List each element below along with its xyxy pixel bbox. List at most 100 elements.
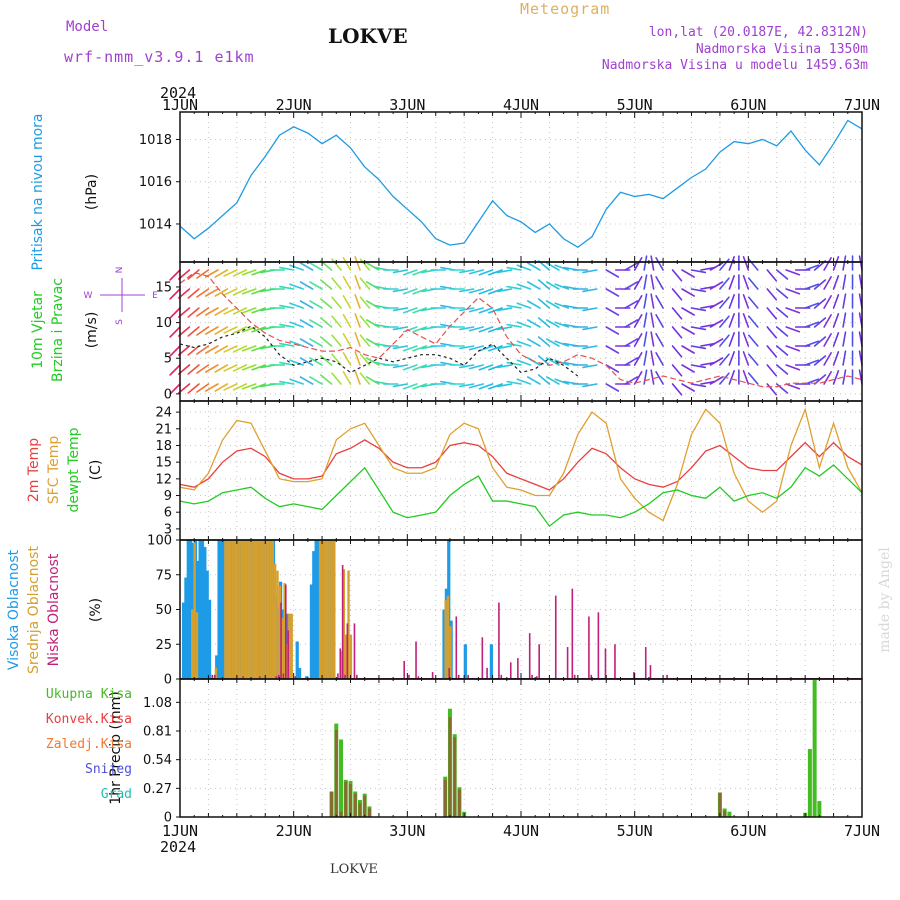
wind-arrow: [709, 300, 724, 309]
wind-arrow: [766, 364, 778, 377]
wind-arrow: [537, 298, 551, 309]
mid-cloud-bar: [281, 617, 284, 679]
wind-arrow: [785, 269, 801, 276]
wind-arrow: [289, 264, 304, 271]
x-tick-label-top: 2JUN: [276, 96, 312, 114]
x-tick-label-top: 4JUN: [503, 96, 539, 114]
wind-arrow: [813, 374, 827, 385]
wind-arrow: [832, 275, 840, 290]
wind-arrow: [402, 345, 418, 352]
wind-arrow: [766, 326, 778, 339]
wind-arrow: [196, 307, 210, 317]
mid-cloud-bar: [290, 613, 293, 679]
wind-arrow: [554, 264, 570, 271]
wind-arrow: [488, 326, 503, 333]
wind-arrow: [624, 357, 639, 366]
wind-arrow: [690, 383, 707, 388]
wind-arrow: [214, 383, 229, 392]
wind-arrow: [232, 288, 248, 296]
wind-arrow: [624, 338, 639, 347]
mid-cloud-bar: [214, 667, 218, 679]
convective-precip-bar: [349, 784, 352, 817]
sfc-temp-line: [179, 407, 863, 522]
wind-arrow: [496, 307, 513, 312]
wind-arrow: [842, 369, 847, 385]
temp-unit-label: (C): [88, 460, 104, 481]
wind-arrow: [289, 359, 304, 366]
wind-arrow: [488, 364, 503, 371]
wind-arrow: [537, 279, 551, 290]
mid-cloud-bar: [449, 626, 452, 679]
convective-precip-bar: [718, 792, 722, 817]
wind-arrow: [365, 376, 380, 385]
wind-arrow: [545, 338, 560, 347]
y-tick-label: 25: [155, 638, 172, 653]
wind-arrow: [365, 338, 380, 347]
wind-arrow: [605, 307, 620, 316]
wind-arrow: [320, 279, 333, 290]
wind-arrow: [187, 364, 200, 375]
wind-arrow: [690, 288, 707, 293]
wind-arrow: [582, 307, 598, 312]
y-tick-label: 5: [164, 352, 172, 367]
wind-arrow: [365, 281, 380, 290]
wind-arrow: [655, 295, 664, 309]
wind-arrow: [214, 269, 229, 278]
y-tick-label: 12: [155, 472, 172, 487]
wind-arrow: [354, 294, 361, 309]
wind-arrow: [671, 307, 683, 320]
mid-cloud-bar: [245, 540, 248, 679]
wind-arrow: [582, 383, 598, 388]
high-cloud-bar: [297, 667, 302, 679]
wind-arrow: [516, 302, 532, 309]
wind-arrow: [412, 307, 428, 314]
wind-arrow: [251, 364, 267, 371]
low-cloud-bar: [573, 674, 576, 679]
wind-arrow: [279, 380, 295, 385]
mid-cloud-bar: [195, 612, 199, 679]
wind-arrow: [342, 333, 352, 347]
mid-cloud-bar: [243, 540, 246, 679]
wind-arrow: [232, 383, 248, 391]
wind-arrow: [331, 334, 342, 347]
mid-cloud-bar: [191, 609, 194, 679]
wind-arrow: [823, 352, 832, 366]
wind-arrow: [785, 364, 801, 371]
wind-arrow: [354, 256, 361, 271]
low-cloud-bar: [538, 644, 540, 679]
wind-arrow: [516, 264, 532, 271]
wind-arrow: [468, 269, 484, 275]
wind-arrow: [775, 364, 789, 375]
low-cloud-bar: [258, 676, 261, 679]
wind-arrow: [813, 279, 827, 290]
wind-arrow: [468, 326, 484, 332]
total-precip-bar: [812, 680, 817, 817]
y-tick-label: 10: [155, 316, 172, 331]
wind-arrow: [468, 383, 484, 389]
wind-arrow: [681, 326, 695, 335]
wind-arrow: [742, 351, 750, 366]
wind-arrow: [169, 383, 181, 395]
wind-arrow: [728, 351, 735, 366]
year-label-top: 2024: [160, 84, 197, 102]
wind-arrow: [392, 345, 409, 350]
low-cloud-bar: [353, 623, 356, 679]
wind-arrow: [719, 258, 730, 271]
wind-arrow: [392, 269, 409, 274]
wind-arrow: [204, 288, 219, 297]
wind-arrow: [643, 369, 648, 385]
wind-arrow: [478, 288, 494, 295]
wind-arrow: [299, 357, 314, 366]
wind-arrow: [309, 357, 323, 366]
low-cloud-bar: [294, 676, 297, 679]
wind-arrow: [545, 262, 560, 271]
wind-arrow: [527, 338, 541, 347]
low-cloud-bar: [614, 644, 616, 679]
wind-arrow: [624, 319, 639, 328]
wind-arrow: [279, 285, 295, 290]
model-elevation-label: Nadmorska Visina u modelu 1459.63m: [601, 58, 868, 73]
wind-arrow: [488, 345, 503, 352]
high-cloud-bar: [222, 540, 226, 679]
high-cloud-bar: [217, 540, 221, 679]
wind-arrow: [506, 266, 522, 271]
